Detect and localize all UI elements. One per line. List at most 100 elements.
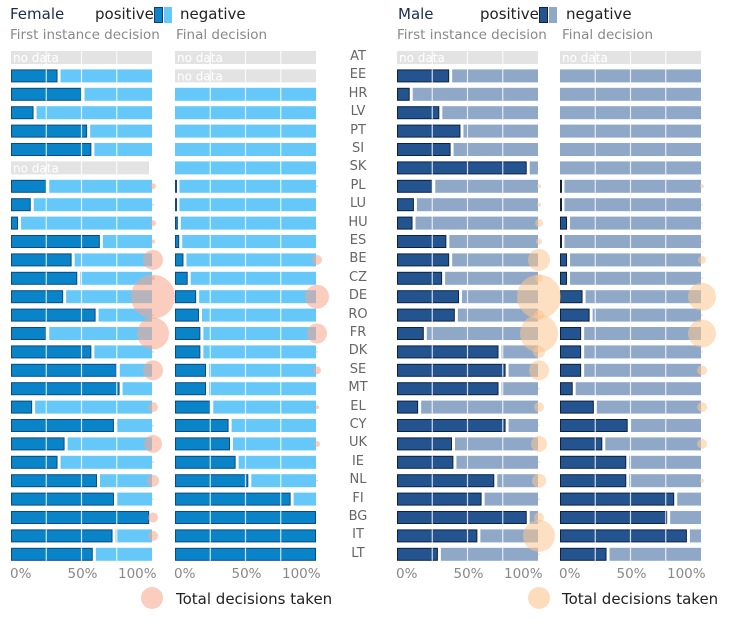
positive-bar <box>397 69 450 83</box>
total-decisions-bubble <box>148 512 158 523</box>
total-decisions-bubble <box>152 461 154 464</box>
positive-bar <box>11 492 114 506</box>
total-decisions-bubble <box>700 478 704 483</box>
positive-bar <box>397 179 433 193</box>
no-data-label: no data <box>13 161 59 175</box>
x-tick-label: 0% <box>10 566 32 582</box>
positive-bar <box>397 529 478 543</box>
total-decisions-bubble <box>313 366 321 375</box>
panel-subtitle-female-final: Final decision <box>176 27 268 43</box>
negative-bar <box>670 511 701 524</box>
total-decisions-bubble <box>688 282 716 311</box>
female-bubble-legend-label: Total decisions taken <box>176 590 333 608</box>
x-tick-label: 100% <box>282 566 321 582</box>
positive-bar <box>397 419 506 432</box>
negative-bar <box>94 143 152 156</box>
negative-bar <box>449 235 538 248</box>
negative-bar <box>213 400 316 414</box>
positive-bar <box>175 198 177 212</box>
negative-bar <box>201 308 316 322</box>
positive-bar <box>11 437 65 451</box>
negative-bar <box>84 87 152 101</box>
total-decisions-bubble <box>538 424 540 427</box>
total-decisions-bubble <box>535 219 543 228</box>
positive-bar <box>175 363 207 377</box>
positive-bar <box>11 308 96 322</box>
positive-bar <box>397 492 482 506</box>
x-tick-label: 100% <box>504 566 543 582</box>
negative-bar <box>100 474 152 488</box>
male-legend-negative: negative <box>566 5 632 23</box>
total-decisions-bubble <box>529 360 549 381</box>
female-negative-swatch <box>164 7 172 23</box>
negative-bar <box>584 345 701 359</box>
country-label: CZ <box>349 269 367 285</box>
negative-bar <box>575 382 701 396</box>
positive-bar <box>11 198 31 212</box>
negative-bar <box>90 124 152 138</box>
negative-bar <box>49 179 152 193</box>
positive-bar <box>175 345 201 359</box>
negative-bar <box>60 69 152 83</box>
no-data-bar <box>11 161 149 175</box>
total-decisions-bubble <box>517 274 561 319</box>
negative-bar <box>570 253 701 267</box>
total-decisions-bubble <box>137 317 169 350</box>
positive-bar <box>397 400 419 414</box>
positive-bar <box>11 382 120 396</box>
positive-bar <box>397 106 440 120</box>
positive-bar <box>560 253 568 267</box>
country-label: HU <box>348 214 368 230</box>
positive-bar <box>11 124 88 138</box>
positive-bar <box>397 308 455 322</box>
positive-bar <box>175 474 249 488</box>
positive-bar <box>560 216 568 230</box>
negative-bar <box>484 492 538 506</box>
negative-bar <box>529 161 538 175</box>
country-label: PL <box>350 177 366 193</box>
positive-bar <box>560 327 582 340</box>
negative-bar <box>21 216 152 230</box>
negative-bar <box>629 455 701 469</box>
negative-bar <box>452 253 538 267</box>
positive-bar <box>560 474 627 488</box>
country-label: PT <box>350 122 366 138</box>
positive-bar <box>560 419 628 432</box>
negative-bar <box>412 87 538 101</box>
total-decisions-bubble <box>144 434 162 453</box>
negative-bar <box>457 308 538 322</box>
total-decisions-bubble <box>534 402 544 413</box>
total-decisions-bubble <box>152 314 154 317</box>
positive-bar <box>11 106 34 120</box>
negative-bar <box>463 124 538 138</box>
negative-bar <box>35 400 152 414</box>
positive-bar <box>397 235 447 248</box>
positive-bar <box>397 511 527 524</box>
positive-bar <box>397 327 424 340</box>
negative-bar <box>592 308 701 322</box>
positive-bar <box>560 400 594 414</box>
negative-bar <box>689 529 701 543</box>
country-label: RO <box>348 306 368 322</box>
country-label: LV <box>350 104 366 120</box>
total-decisions-bubble <box>314 440 320 447</box>
positive-bar <box>560 290 583 304</box>
no-data-label: no data <box>562 51 608 65</box>
positive-bar <box>560 235 562 248</box>
country-label: CY <box>349 417 367 432</box>
positive-bar <box>11 345 92 359</box>
negative-bar <box>596 400 701 414</box>
negative-bar <box>416 198 538 212</box>
negative-bar <box>115 529 152 543</box>
negative-bar <box>116 492 152 506</box>
total-decisions-bubble <box>688 319 716 348</box>
total-decisions-bubble <box>538 498 540 501</box>
positive-bar <box>397 161 527 175</box>
positive-bar <box>560 308 590 322</box>
positive-bar <box>11 235 100 248</box>
negative-bar <box>605 437 701 451</box>
female-positive-swatch <box>154 7 163 23</box>
positive-bar <box>175 455 236 469</box>
negative-bar <box>33 198 152 212</box>
